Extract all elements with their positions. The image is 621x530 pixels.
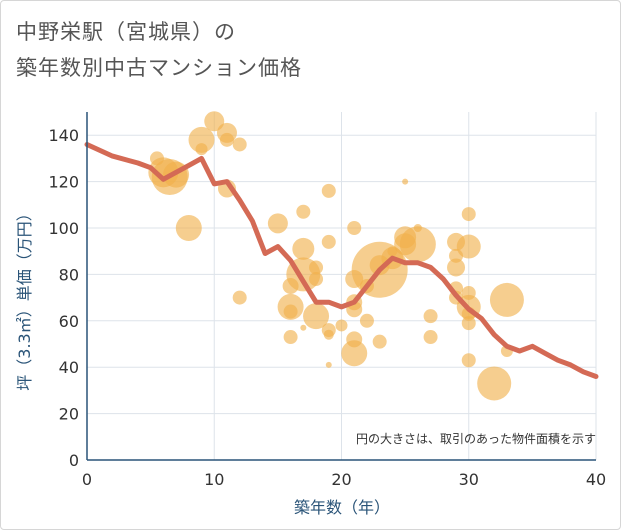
- y-tick-label-140: 140: [48, 126, 79, 145]
- bubble-11: [232, 137, 247, 152]
- chart-title-line1: 中野栄駅（宮城県）の: [16, 20, 236, 44]
- y-tick-label-80: 80: [59, 265, 79, 284]
- bubble-4: [175, 215, 202, 241]
- axes: [86, 112, 596, 461]
- bubble-18: [296, 204, 311, 219]
- bubble-22: [309, 260, 324, 275]
- bubble-30: [335, 319, 348, 332]
- chart-title-line2: 築年数別中古マンション価格: [16, 56, 302, 80]
- bubble-21: [300, 324, 307, 331]
- bubble-25: [321, 183, 336, 198]
- y-tick-label-100: 100: [48, 219, 79, 238]
- bubble-57: [456, 234, 481, 259]
- trend-series: [84, 142, 599, 379]
- bubble-24: [303, 303, 330, 330]
- x-tick-label-20: 20: [331, 470, 351, 489]
- y-tick-label-120: 120: [48, 173, 79, 192]
- bubble-63: [477, 366, 512, 401]
- x-tick-label-10: 10: [204, 470, 224, 489]
- y-axis-title: 坪（3.3㎡）単価（万円）: [15, 205, 34, 390]
- bubble-64: [489, 282, 524, 317]
- x-axis-title: 築年数（年）: [294, 498, 390, 517]
- tick-labels: 0 20 40 60 80 100 120 140 0 10 20 30 40: [48, 126, 606, 489]
- bubble-56: [461, 207, 476, 222]
- bubble-47: [399, 226, 436, 263]
- x-tick-label-0: 0: [82, 470, 92, 489]
- bubble-62: [461, 353, 476, 368]
- size-note: 円の大きさは、取引のあった物件面積を示す: [356, 431, 596, 446]
- bubble-19: [292, 237, 315, 260]
- bubble-13: [267, 213, 288, 234]
- bubble-31: [347, 221, 362, 235]
- bubble-7: [204, 111, 225, 132]
- bubble-38: [359, 313, 374, 328]
- bubble-12: [232, 290, 247, 305]
- bubble-48: [413, 224, 422, 232]
- bubble-61: [461, 316, 476, 331]
- bubble-41: [372, 334, 387, 349]
- bubble-49: [423, 309, 438, 324]
- x-tick-label-30: 30: [459, 470, 479, 489]
- bubble-17: [283, 330, 298, 345]
- bubble-53: [447, 258, 466, 277]
- y-tick-label-60: 60: [59, 312, 79, 331]
- y-tick-label-0: 0: [69, 451, 79, 470]
- bubble-44: [402, 178, 409, 185]
- bubble-9: [219, 132, 234, 147]
- bubble-series: [148, 111, 524, 401]
- x-tick-label-40: 40: [586, 470, 606, 489]
- bubble-16: [283, 304, 298, 319]
- bubble-50: [423, 330, 438, 345]
- y-tick-label-20: 20: [59, 405, 79, 424]
- average-price-line: [84, 142, 599, 379]
- bubble-5: [188, 126, 215, 153]
- bubble-23: [309, 272, 324, 287]
- bubble-6: [195, 143, 208, 156]
- bubble-28: [323, 329, 334, 340]
- bubble-29: [325, 361, 332, 368]
- bubble-26: [321, 234, 336, 249]
- y-tick-label-40: 40: [59, 358, 79, 377]
- bubble-43: [387, 246, 398, 257]
- bubble-36: [341, 340, 368, 367]
